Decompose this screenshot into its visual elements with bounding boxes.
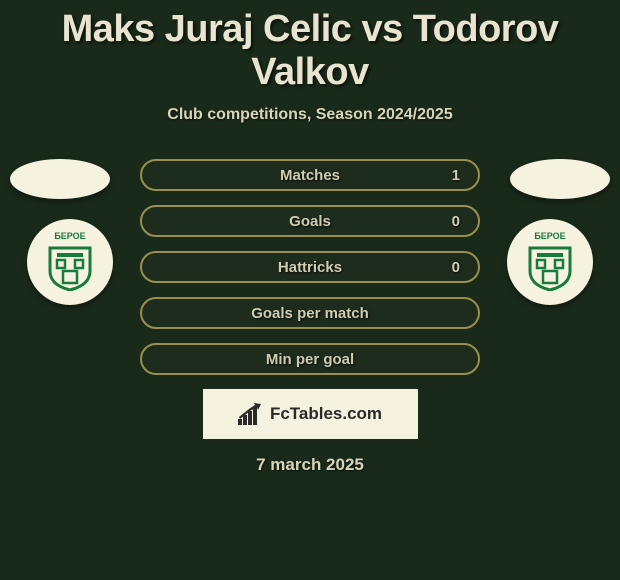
page-title: Maks Juraj Celic vs Todorov Valkov xyxy=(0,0,620,94)
content-area: БЕРОЕ БЕРОЕ xyxy=(0,159,620,475)
team-badge-right: БЕРОЕ xyxy=(507,219,593,305)
player-avatar-left xyxy=(10,159,110,199)
player-avatar-right xyxy=(510,159,610,199)
chart-icon xyxy=(238,403,264,425)
team-badge-left: БЕРОЕ xyxy=(27,219,113,305)
stat-label: Hattricks xyxy=(278,259,342,276)
stat-row-hattricks: Hattricks 0 xyxy=(140,251,480,283)
stat-row-matches: Matches 1 xyxy=(140,159,480,191)
logo-text: FcTables.com xyxy=(270,404,382,424)
shield-icon xyxy=(525,243,575,291)
stat-row-goals-per-match: Goals per match xyxy=(140,297,480,329)
stat-value: 0 xyxy=(452,213,460,230)
stat-label: Goals per match xyxy=(251,305,369,322)
shield-icon xyxy=(45,243,95,291)
stat-row-min-per-goal: Min per goal xyxy=(140,343,480,375)
badge-text-left: БЕРОЕ xyxy=(39,231,101,241)
site-logo[interactable]: FcTables.com xyxy=(203,389,418,439)
date-text: 7 march 2025 xyxy=(10,455,610,475)
stat-row-goals: Goals 0 xyxy=(140,205,480,237)
page-subtitle: Club competitions, Season 2024/2025 xyxy=(0,106,620,124)
stat-label: Goals xyxy=(289,213,331,230)
stat-value: 0 xyxy=(452,259,460,276)
stat-label: Matches xyxy=(280,167,340,184)
stat-label: Min per goal xyxy=(266,351,354,368)
stat-value: 1 xyxy=(452,167,460,184)
badge-text-right: БЕРОЕ xyxy=(519,231,581,241)
stats-container: Matches 1 Goals 0 Hattricks 0 Goals per … xyxy=(140,159,480,375)
